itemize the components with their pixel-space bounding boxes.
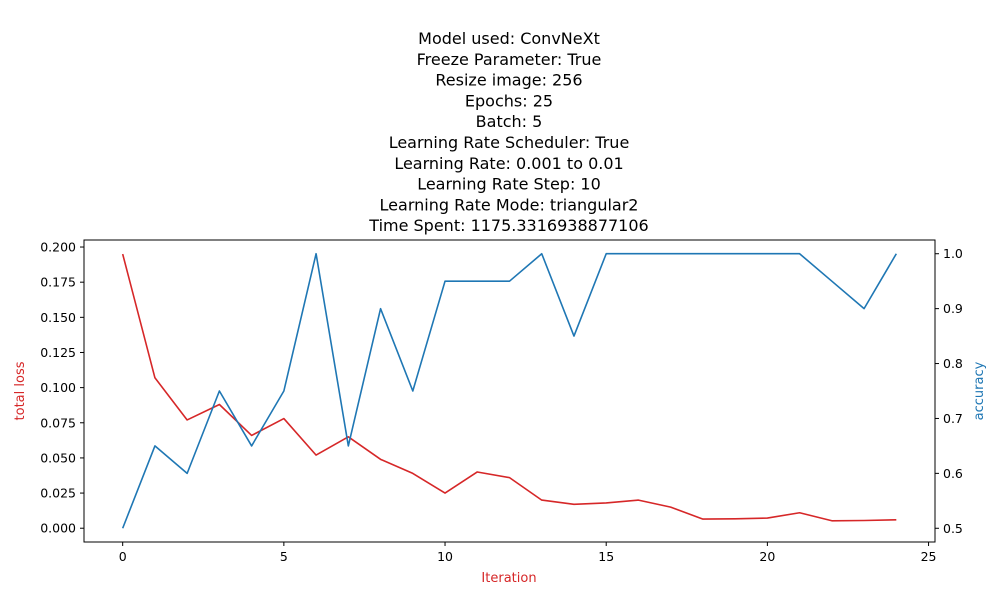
title-line: Time Spent: 1175.3316938877106 xyxy=(368,216,648,235)
y-right-tick-label: 0.7 xyxy=(943,411,963,426)
y-right-tick-label: 0.5 xyxy=(943,521,963,536)
y-axis-label-left: total loss xyxy=(13,361,28,420)
x-tick-label: 10 xyxy=(437,549,453,564)
y-left-tick-label: 0.075 xyxy=(40,415,76,430)
title-line: Learning Rate Step: 10 xyxy=(417,175,601,194)
y-left-tick-label: 0.175 xyxy=(40,275,76,290)
y-left-tick-label: 0.000 xyxy=(40,521,76,536)
title-line: Model used: ConvNeXt xyxy=(418,29,600,48)
x-axis-label: Iteration xyxy=(481,571,536,586)
accuracy-series-line xyxy=(121,252,898,529)
title-line: Freeze Parameter: True xyxy=(417,50,602,69)
y-left-tick-label: 0.025 xyxy=(40,486,76,501)
title-line: Batch: 5 xyxy=(476,112,543,131)
axes: 0 5 10 15 20 25 0.000 0.025 0.050 0.075 0.100 0.125… xyxy=(40,239,963,564)
y-left-tick-label: 0.200 xyxy=(40,240,76,255)
y-left-tick-label: 0.050 xyxy=(40,450,76,465)
x-tick-label: 0 xyxy=(119,549,127,564)
title-line: Epochs: 25 xyxy=(465,91,553,110)
y-left-tick-label: 0.125 xyxy=(40,345,76,360)
title-line: Learning Rate: 0.001 to 0.01 xyxy=(394,154,623,173)
y-right-tick-label: 0.9 xyxy=(943,301,963,316)
x-tick-label: 15 xyxy=(598,549,614,564)
x-tick-label: 5 xyxy=(280,549,288,564)
x-tick-label: 25 xyxy=(921,549,937,564)
chart-title: Model used: ConvNeXt Freeze Parameter: Tr… xyxy=(368,29,648,235)
y-axis-label-right: accuracy xyxy=(972,361,987,420)
title-line: Learning Rate Mode: triangular2 xyxy=(380,195,639,214)
y-left-tick-label: 0.100 xyxy=(40,380,76,395)
title-line: Resize image: 256 xyxy=(435,71,582,90)
y-right-tick-label: 0.6 xyxy=(943,466,963,481)
axes-frame xyxy=(83,239,936,543)
y-right-tick-label: 1.0 xyxy=(943,246,963,261)
y-right-tick-label: 0.8 xyxy=(943,356,963,371)
y-left-tick-label: 0.150 xyxy=(40,310,76,325)
plot-area xyxy=(121,252,898,529)
loss-series-line xyxy=(121,253,897,522)
x-tick-label: 20 xyxy=(759,549,775,564)
title-line: Learning Rate Scheduler: True xyxy=(389,133,630,152)
